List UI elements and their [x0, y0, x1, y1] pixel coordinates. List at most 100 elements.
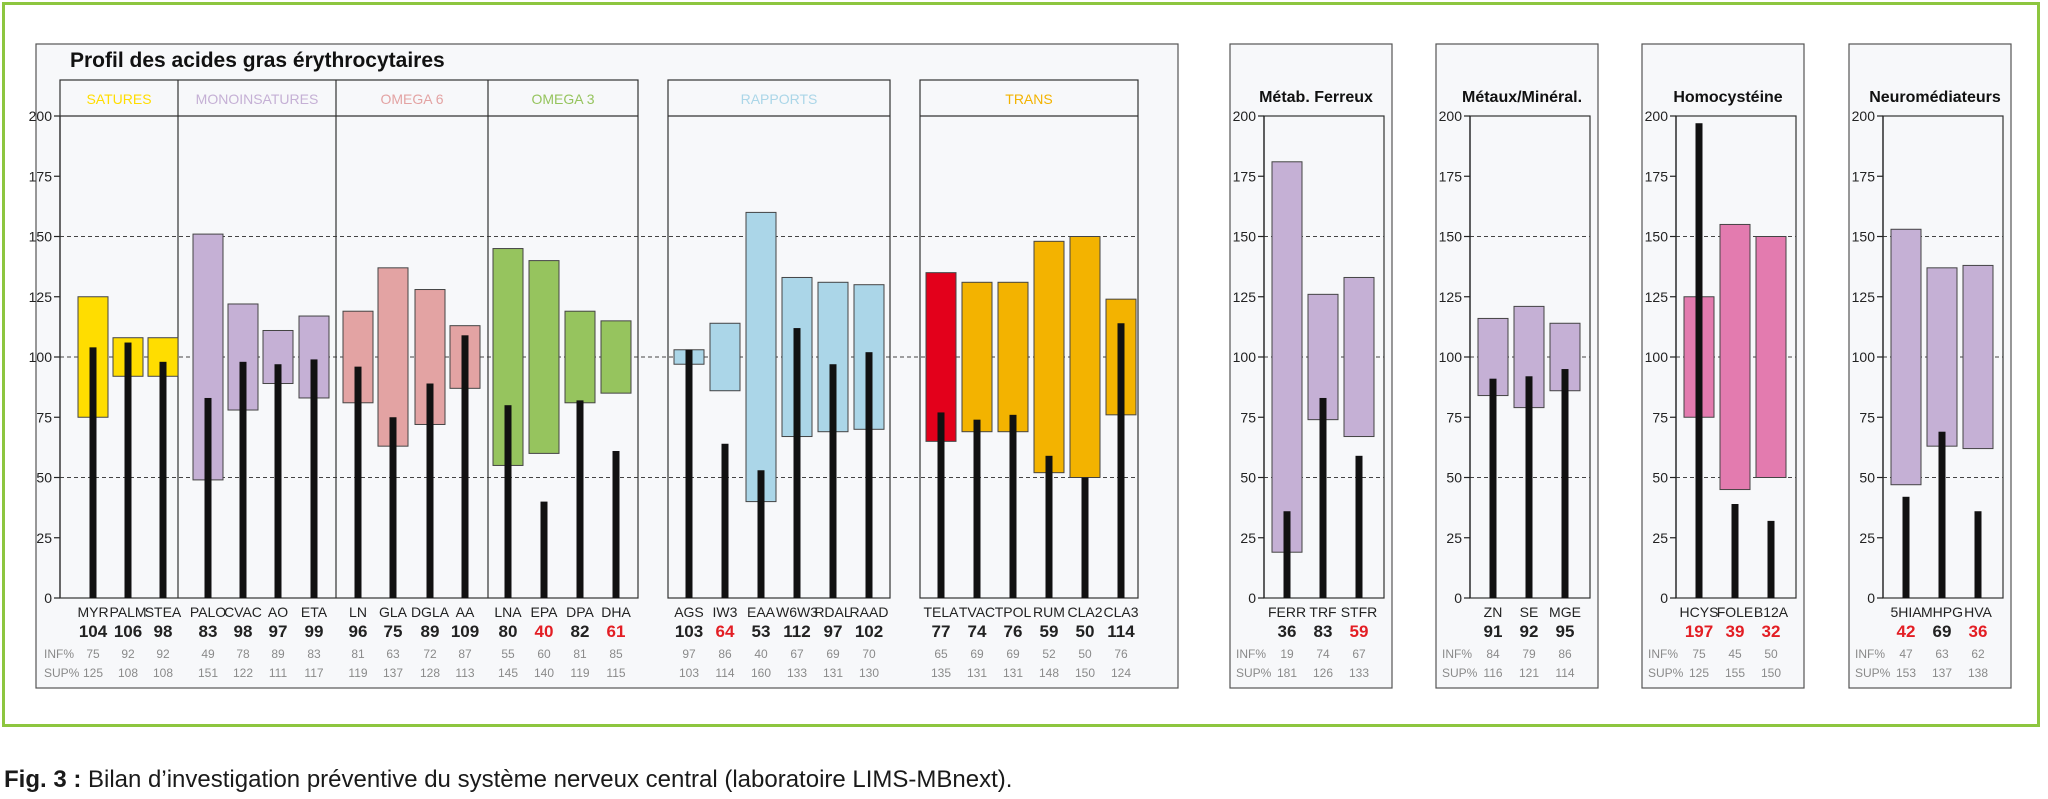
main-item-value: 112 [783, 622, 810, 641]
metaux-item-value: 92 [1520, 622, 1539, 641]
main-item-inf: 70 [862, 647, 876, 661]
homocysteine-y-tick-label: 125 [1645, 289, 1669, 305]
main-item-label: AA [456, 604, 475, 620]
homocysteine-value-bar-hcys [1695, 123, 1703, 598]
main-range-box-eaa [745, 211, 777, 503]
metaux-item-label: ZN [1484, 604, 1503, 620]
metaux-item-inf: 86 [1558, 647, 1572, 661]
main-value-bar-raad [865, 352, 873, 598]
ferreux-sup-row-label: SUP% [1236, 666, 1272, 680]
main-item-sup: 145 [498, 666, 518, 680]
metaux-item-value: 95 [1556, 622, 1575, 641]
homocysteine-value-bar-b12a [1767, 520, 1775, 598]
ferreux-y-tick-label: 200 [1233, 108, 1257, 124]
main-item-label: LN [349, 604, 367, 620]
main-item-value: 76 [1004, 622, 1023, 641]
main-item-value: 98 [154, 622, 173, 641]
neuro-item-inf: 47 [1899, 647, 1913, 661]
main-item-sup: 130 [859, 666, 879, 680]
homocysteine-y-tick-label: 100 [1645, 349, 1669, 365]
homocysteine-item-sup: 125 [1689, 666, 1709, 680]
main-item-value: 83 [199, 622, 218, 641]
main-item-inf: 63 [386, 647, 400, 661]
main-item-value: 40 [535, 622, 554, 641]
main-item-sup: 128 [420, 666, 440, 680]
main-item-label: LNA [494, 604, 522, 620]
metaux-item-sup: 116 [1483, 666, 1502, 680]
main-value-bar-tela [937, 412, 945, 598]
main-value-bar-eaa [757, 470, 765, 598]
homocysteine-item-value: 197 [1685, 622, 1713, 641]
metaux-y-tick-label: 100 [1439, 349, 1463, 365]
neuro-y-tick-label: 50 [1859, 470, 1875, 486]
main-item-inf: 60 [537, 647, 551, 661]
main-item-label: W6W3 [776, 604, 818, 620]
group-section-box [59, 79, 639, 599]
ferreux-item-inf: 74 [1316, 647, 1330, 661]
homocysteine-item-label: FOLE [1717, 604, 1754, 620]
main-y-tick-label: 150 [29, 229, 53, 245]
metaux-item-inf: 84 [1486, 647, 1500, 661]
main-item-value: 99 [305, 622, 324, 641]
main-item-label: DPA [566, 604, 594, 620]
homocysteine-item-inf: 45 [1728, 647, 1742, 661]
main-item-value: 114 [1107, 622, 1135, 641]
main-item-sup: 103 [679, 666, 699, 680]
neuro-y-tick-label: 150 [1852, 229, 1876, 245]
neuro-item-label: MHPG [1921, 604, 1963, 620]
metaux-inf-row-label: INF% [1442, 647, 1472, 661]
main-item-sup: 115 [606, 666, 625, 680]
ferreux-item-inf: 19 [1280, 647, 1294, 661]
neuro-range-box-5hia [1890, 228, 1922, 486]
homocysteine-inf-row-label: INF% [1648, 647, 1678, 661]
main-y-tick-label: 200 [29, 108, 53, 124]
homocysteine-y-tick-label: 50 [1652, 470, 1668, 486]
homocysteine-item-label: B12A [1754, 604, 1789, 620]
ferreux-item-label: TRF [1309, 604, 1336, 620]
neuro-y-tick-label: 200 [1852, 108, 1876, 124]
homocysteine-y-tick-label: 75 [1652, 409, 1668, 425]
homocysteine-item-label: HCYS [1680, 604, 1719, 620]
main-range-box-epa [528, 260, 560, 454]
ferreux-value-bar-ferr [1283, 511, 1291, 598]
ferreux-item-label: FERR [1268, 604, 1306, 620]
ferreux-item-sup: 181 [1277, 666, 1297, 680]
neuro-value-bar-mhpg [1938, 431, 1946, 598]
main-item-label: RUM [1033, 604, 1065, 620]
main-value-bar-cvac [239, 361, 247, 598]
main-item-value: 82 [571, 622, 590, 641]
metaux-item-value: 91 [1484, 622, 1503, 641]
main-item-value: 89 [421, 622, 440, 641]
main-item-value: 103 [675, 622, 703, 641]
main-value-bar-tvac [973, 419, 981, 598]
group-header-rapports: RAPPORTS [741, 91, 818, 107]
main-value-bar-stea [159, 361, 167, 598]
main-range-box-rum [1033, 240, 1065, 474]
homocysteine-y-tick-label: 150 [1645, 229, 1669, 245]
metaux-y-tick-label: 25 [1446, 530, 1462, 546]
main-y-tick-label: 0 [44, 590, 52, 606]
neuro-y-tick-label: 125 [1852, 289, 1876, 305]
neuro-item-value: 69 [1933, 622, 1952, 641]
neuro-item-inf: 63 [1935, 647, 1949, 661]
main-item-sup: 125 [83, 666, 103, 680]
main-item-label: AGS [674, 604, 704, 620]
main-value-bar-ags [685, 349, 693, 598]
main-item-sup: 108 [153, 666, 173, 680]
ferreux-item-sup: 126 [1313, 666, 1333, 680]
metaux-value-bar-se [1525, 376, 1533, 598]
neuro-y-tick-label: 100 [1852, 349, 1876, 365]
main-value-bar-tpol [1009, 414, 1017, 598]
homocysteine-range-box-fole [1719, 223, 1751, 491]
neuro-item-label: HVA [1964, 604, 1992, 620]
homocysteine-range-box-b12a [1755, 236, 1787, 478]
main-item-inf: 67 [790, 647, 804, 661]
ferreux-item-value: 36 [1278, 622, 1297, 641]
main-value-bar-rum [1045, 455, 1053, 598]
main-item-inf: 81 [351, 647, 365, 661]
ferreux-y-tick-label: 125 [1233, 289, 1257, 305]
main-item-inf: 75 [86, 647, 100, 661]
neuro-range-box-hva [1962, 264, 1994, 450]
neuro-range-box-mhpg [1926, 267, 1958, 447]
group-header-monoinsatures: MONOINSATURES [196, 91, 319, 107]
